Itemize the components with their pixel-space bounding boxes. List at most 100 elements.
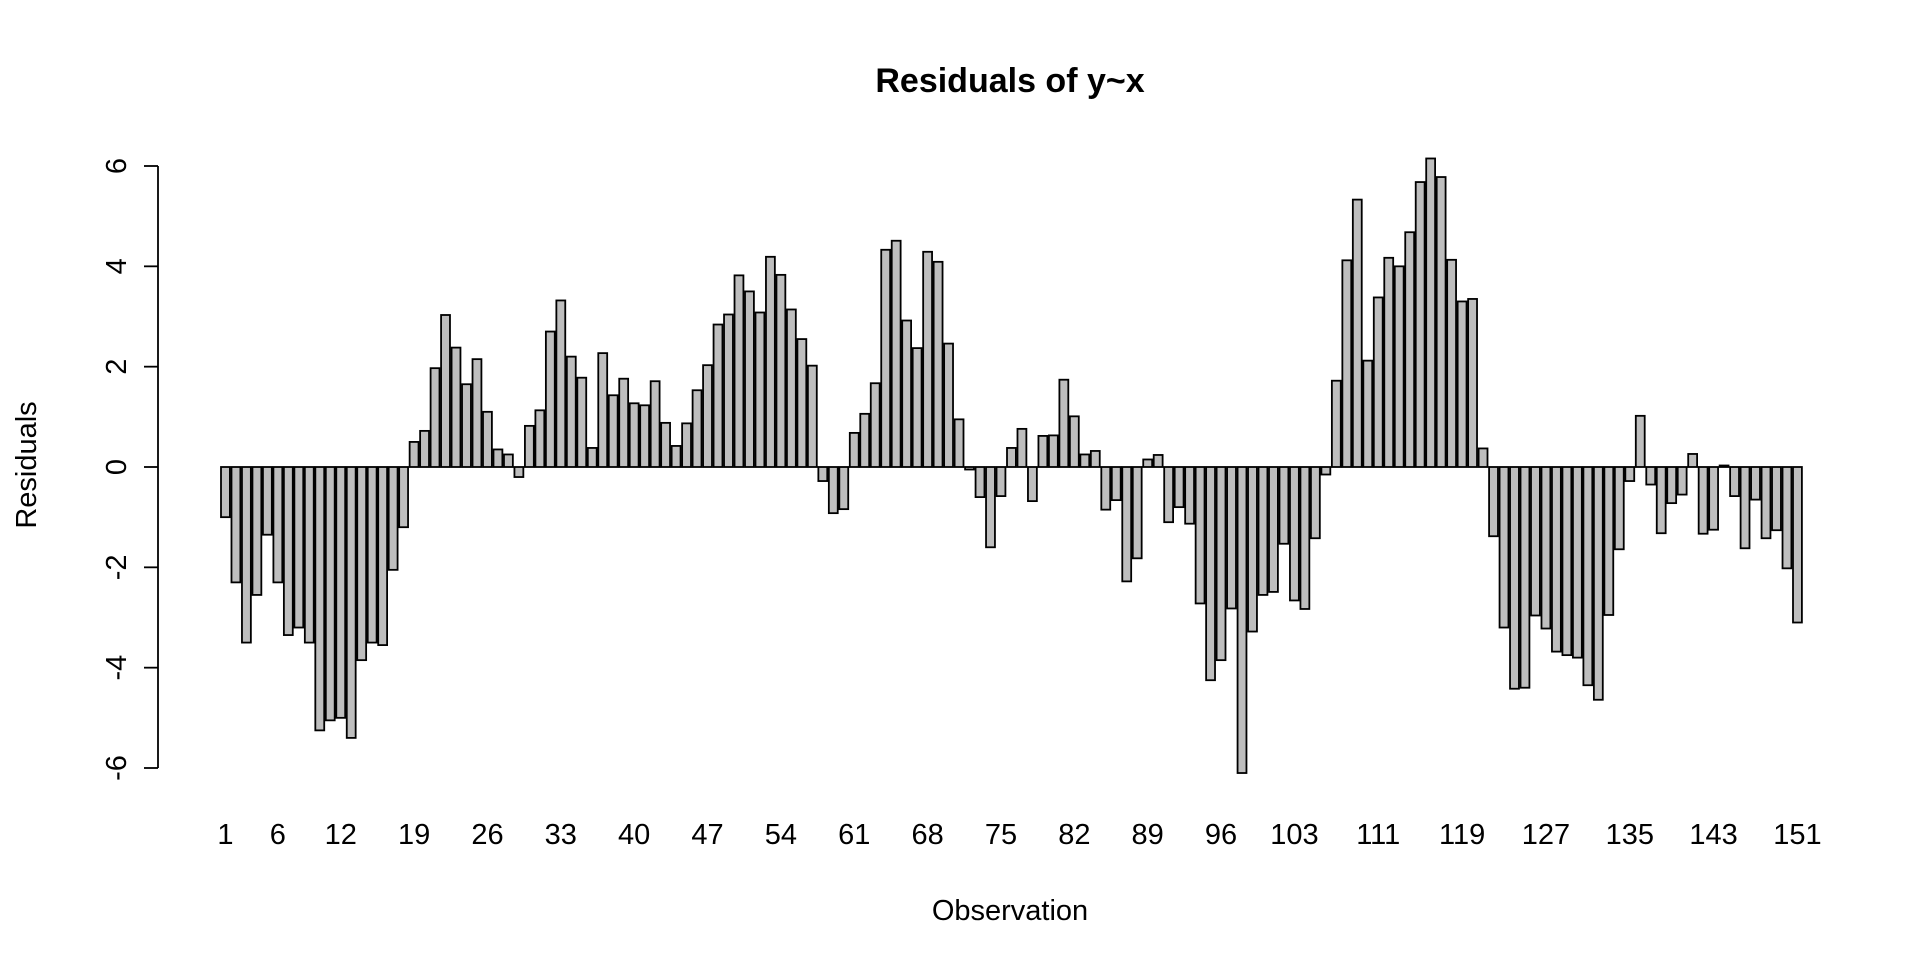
x-tick-labels: 1 6 12 19 26 33 40 47 54 61 68 75 82 89 96 103 111 119 127…: [217, 819, 1821, 851]
bar: [681, 422, 692, 468]
bar: [1624, 466, 1636, 482]
bar: [440, 314, 451, 468]
bar: [1771, 466, 1782, 532]
bar: [251, 466, 263, 596]
bar: [1173, 466, 1185, 509]
bar: [754, 311, 766, 468]
bar: [827, 466, 839, 515]
bar: [838, 466, 850, 511]
bar: [1383, 256, 1395, 468]
bar: [450, 346, 462, 468]
chart-title: Residuals of y~x: [875, 62, 1144, 100]
bar: [670, 445, 682, 468]
bar: [1561, 466, 1573, 657]
bar: [1226, 466, 1237, 610]
bar: [1551, 466, 1562, 653]
bar: [1645, 466, 1657, 486]
bar: [1634, 414, 1646, 468]
bar: [303, 466, 315, 644]
bar: [335, 466, 347, 719]
bar: [492, 448, 504, 468]
x-tick-label: 47: [691, 819, 723, 851]
bar: [1310, 466, 1321, 540]
bar: [1236, 466, 1248, 774]
bar: [1351, 198, 1363, 468]
y-axis: -6 -4 -2 0 2 4 6: [101, 158, 159, 781]
bar: [377, 466, 389, 646]
bar: [943, 342, 954, 468]
bar: [1089, 450, 1101, 468]
bar: [1781, 466, 1793, 570]
bar: [1121, 466, 1133, 583]
bar: [597, 352, 609, 468]
x-tick-label: 82: [1058, 819, 1090, 851]
bar: [691, 389, 703, 468]
y-axis-label: Residuals: [11, 401, 43, 528]
bar: [1530, 466, 1541, 617]
bar: [1184, 466, 1195, 525]
bar: [1247, 466, 1258, 633]
bar: [775, 273, 787, 468]
bar: [1027, 466, 1038, 503]
bar: [1393, 265, 1405, 468]
bar: [1739, 466, 1751, 550]
y-tick-label: 2: [101, 359, 133, 375]
bar: [230, 466, 242, 584]
bar: [1215, 466, 1227, 662]
bar: [262, 466, 273, 536]
bar: [1687, 453, 1698, 468]
bar: [1048, 434, 1059, 468]
bar: [1603, 466, 1615, 616]
bar: [241, 466, 252, 644]
x-tick-label: 26: [471, 819, 503, 851]
bar: [1729, 466, 1740, 497]
bar: [419, 429, 430, 468]
bar: [524, 424, 535, 468]
bar: [503, 453, 514, 468]
x-tick-label: 1: [217, 819, 233, 851]
bar: [712, 323, 724, 468]
x-tick-label: 89: [1132, 819, 1164, 851]
x-tick-label: 151: [1773, 819, 1821, 851]
bar: [1676, 466, 1688, 496]
bar: [932, 260, 944, 468]
bar: [1498, 466, 1510, 629]
bar: [1341, 259, 1353, 468]
x-tick-label: 40: [618, 819, 650, 851]
bar: [1540, 466, 1552, 630]
bar: [974, 466, 986, 499]
bar: [1110, 466, 1122, 502]
bar: [1006, 447, 1017, 468]
bar: [733, 274, 745, 468]
x-tick-label: 96: [1205, 819, 1237, 851]
bar: [1467, 298, 1478, 468]
bar: [1718, 464, 1730, 468]
x-tick-label: 54: [765, 819, 797, 851]
x-tick-label: 61: [838, 819, 870, 851]
bar: [607, 394, 619, 468]
bar: [1362, 359, 1374, 468]
bar: [1100, 466, 1112, 511]
bar: [356, 466, 368, 662]
bar: [366, 466, 378, 644]
bar: [859, 412, 871, 468]
x-tick-label: 103: [1270, 819, 1318, 851]
bar: [1477, 447, 1489, 468]
bar: [1289, 466, 1300, 602]
x-tick-label: 119: [1439, 819, 1485, 851]
bar: [964, 466, 975, 471]
y-tick-label: 4: [101, 258, 133, 274]
bar: [1330, 379, 1342, 468]
bar: [544, 330, 556, 468]
bar: [1509, 466, 1520, 690]
bar: [995, 466, 1007, 497]
bar: [890, 239, 902, 468]
bar: [1708, 466, 1719, 531]
bar: [324, 466, 336, 722]
bar: [555, 299, 567, 468]
bar: [282, 466, 294, 636]
x-tick-label: 127: [1522, 819, 1570, 851]
y-tick-label: 6: [101, 158, 133, 174]
bar: [1435, 176, 1447, 468]
